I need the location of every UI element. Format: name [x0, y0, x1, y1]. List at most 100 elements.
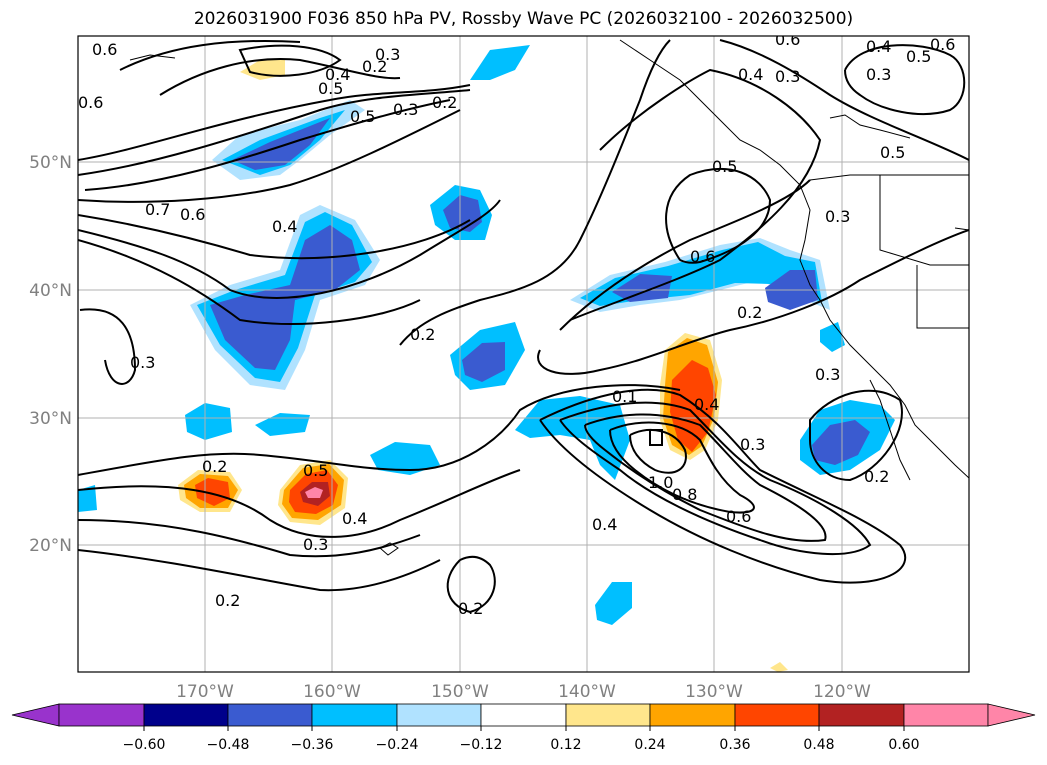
lon-label: 150°W — [431, 682, 489, 702]
contour-label: 0.5 — [303, 461, 328, 480]
colorbar-tick-label: −0.12 — [460, 737, 503, 753]
pv-region — [370, 442, 440, 475]
contour-label: 0.2 — [432, 93, 457, 112]
contour-label: 0.6 — [78, 93, 103, 112]
pv-region — [595, 582, 632, 625]
contour-label: 0.8 — [672, 485, 697, 504]
pv-region — [232, 118, 330, 170]
contour-label: 0.4 — [325, 65, 350, 84]
colorbar-tick-label: 0.12 — [550, 737, 581, 753]
contour-label: 0.3 — [775, 67, 800, 86]
pv-region — [770, 662, 788, 672]
colorbar-tick-label: 0.48 — [803, 737, 834, 753]
contour-label: 0.3 — [303, 535, 328, 554]
colorbar-segment — [227, 703, 313, 727]
lat-label: 20°N — [29, 536, 72, 556]
contour-label: 0.3 — [130, 353, 155, 372]
pv-region — [305, 487, 323, 498]
contour-label: 0.3 — [825, 207, 850, 226]
colorbar-segment — [311, 703, 398, 727]
pv-region — [515, 396, 630, 480]
pv-region — [195, 478, 230, 506]
pv-region — [820, 322, 845, 352]
colorbar-tick-label: 0.60 — [888, 737, 919, 753]
pv-region — [78, 485, 97, 512]
colorbar-segment — [480, 703, 567, 727]
contour-label: 0.6 — [726, 507, 751, 526]
map-area — [78, 36, 969, 672]
contour-label: 0.3 — [815, 365, 840, 384]
contour-label: 0.1 — [612, 387, 637, 406]
lon-label: 170°W — [176, 682, 234, 702]
contour-label: 0.4 — [866, 37, 891, 56]
contour-label: 0.5 — [712, 157, 737, 176]
colorbar-tick-label: 0.36 — [719, 737, 750, 753]
colorbar-segment — [143, 703, 229, 727]
contour-label: 0.3 — [375, 45, 400, 64]
contour-label: 0.4 — [738, 65, 763, 84]
colorbar-tick-label: −0.36 — [291, 737, 334, 753]
contour-lines — [78, 39, 969, 614]
contour-label: 0.5 — [906, 47, 931, 66]
contour-label: 0.6 — [775, 30, 800, 49]
colorbar-tick-label: −0.60 — [123, 737, 166, 753]
colorbar-segment — [396, 703, 482, 727]
pv-region — [812, 420, 870, 465]
pv-region — [470, 45, 530, 80]
pv-region — [612, 274, 672, 302]
contour-label: 0.3 — [393, 100, 418, 119]
contour-label: 0.5 — [880, 143, 905, 162]
contour-label: 0.4 — [272, 217, 297, 236]
contour-label: 0.4 — [592, 515, 617, 534]
lon-label: 160°W — [303, 682, 361, 702]
colorbar-segment — [734, 703, 820, 727]
colorbar-extend-max — [987, 703, 1036, 727]
longitude-labels: 170°W 160°W 150°W 140°W 130°W 120°W — [176, 682, 871, 702]
latitude-labels: 50°N 40°N 30°N 20°N — [29, 153, 72, 556]
contour-label: 0.2 — [362, 57, 387, 76]
colorbar-segment — [565, 703, 651, 727]
contour-label-group: 0.6 0.6 0.5 0.3 0.2 0.2 0.7 0.6 0.4 0.2 … — [78, 30, 955, 618]
colorbar: −0.60 −0.48 −0.36 −0.24 −0.12 0.12 0.24 … — [11, 703, 1036, 753]
pv-region — [462, 342, 505, 382]
colorbar-segment — [649, 703, 736, 727]
colorbar-tick-label: −0.48 — [207, 737, 250, 753]
contour-label: 0.2 — [202, 457, 227, 476]
contour-label: 0.2 — [410, 325, 435, 344]
contour-label: 0.2 — [215, 591, 240, 610]
contour-label: 0.2 — [737, 303, 762, 322]
pv-region — [185, 403, 232, 440]
lat-label: 30°N — [29, 409, 72, 429]
lon-label: 130°W — [685, 682, 743, 702]
colorbar-tick-label: 0.24 — [634, 737, 665, 753]
contour-label: 0.5 — [318, 79, 343, 98]
contour-label: 0.2 — [458, 599, 483, 618]
contour-label: 0.3 — [740, 435, 765, 454]
contour-label: 0.6 — [690, 247, 715, 266]
map-layers: 0.6 0.6 0.5 0.3 0.2 0.2 0.7 0.6 0.4 0.2 … — [78, 30, 969, 672]
contour-label: 0.4 — [694, 395, 719, 414]
graticule — [78, 36, 969, 672]
contour-label: 0.6 — [180, 205, 205, 224]
colorbar-segment — [818, 703, 905, 727]
lon-label: 120°W — [813, 682, 871, 702]
contour-label: 0.5 — [350, 107, 375, 126]
colorbar-segment — [903, 703, 989, 727]
colorbar-segment — [58, 703, 145, 727]
pv-region — [255, 413, 310, 436]
lon-label: 140°W — [558, 682, 616, 702]
colorbar-tick-label: −0.24 — [376, 737, 419, 753]
colorbar-extend-min — [11, 703, 60, 727]
contour-label: 0.3 — [866, 65, 891, 84]
map-border — [77, 35, 970, 673]
contour-label: 1.0 — [648, 473, 673, 492]
map-title: 2026031900 F036 850 hPa PV, Rossby Wave … — [193, 9, 854, 29]
lat-label: 40°N — [29, 281, 72, 301]
lat-label: 50°N — [29, 153, 72, 173]
contour-label: 0.6 — [930, 35, 955, 54]
contour-label: 0.6 — [92, 40, 117, 59]
contour-label: 0.4 — [342, 509, 367, 528]
contour-label: 0.2 — [864, 467, 889, 486]
contour-label: 0.7 — [145, 200, 170, 219]
